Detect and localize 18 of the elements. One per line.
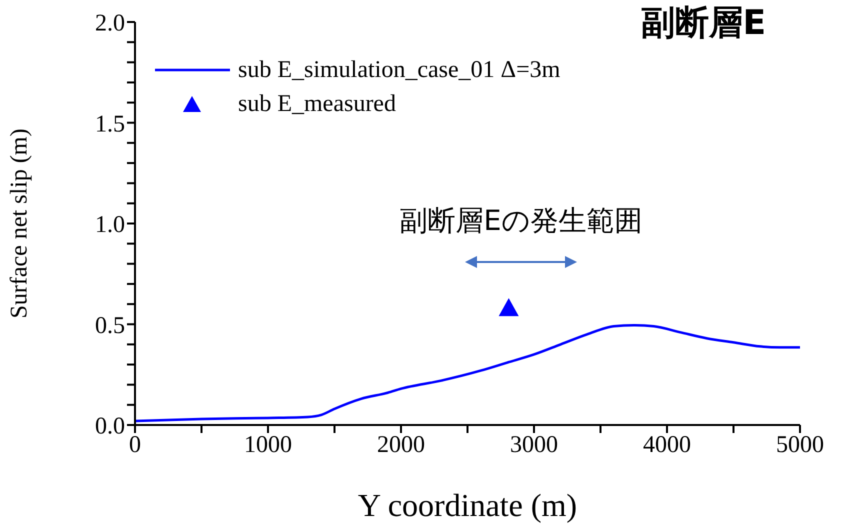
line-series (135, 324, 800, 422)
legend-label: sub E_measured (238, 90, 396, 119)
y-tick-label: 0.5 (95, 312, 125, 339)
y-tick-label: 1.0 (95, 212, 125, 238)
chart-title: 副断層E (640, 2, 766, 45)
y-tick-label: 1.5 (95, 111, 125, 138)
x-tick-label: 2000 (377, 432, 425, 458)
x-tick-label: 3000 (510, 432, 558, 458)
y-tick-label: 0.0 (95, 414, 125, 440)
x-tick-label: 0 (129, 432, 141, 458)
x-tick-label: 5000 (776, 432, 824, 458)
legend-label: sub E_simulation_case_01 Δ=3m (238, 56, 560, 85)
x-axis-title: Y coordinate (m) (358, 487, 578, 523)
y-tick-label: 2.0 (95, 10, 125, 37)
y-axis-title: Surface net slip (m) (6, 128, 33, 318)
annotation: 副断層Eの発生範囲 (400, 204, 642, 237)
x-tick-label: 1000 (244, 432, 292, 458)
x-tick-label: 4000 (643, 432, 691, 458)
